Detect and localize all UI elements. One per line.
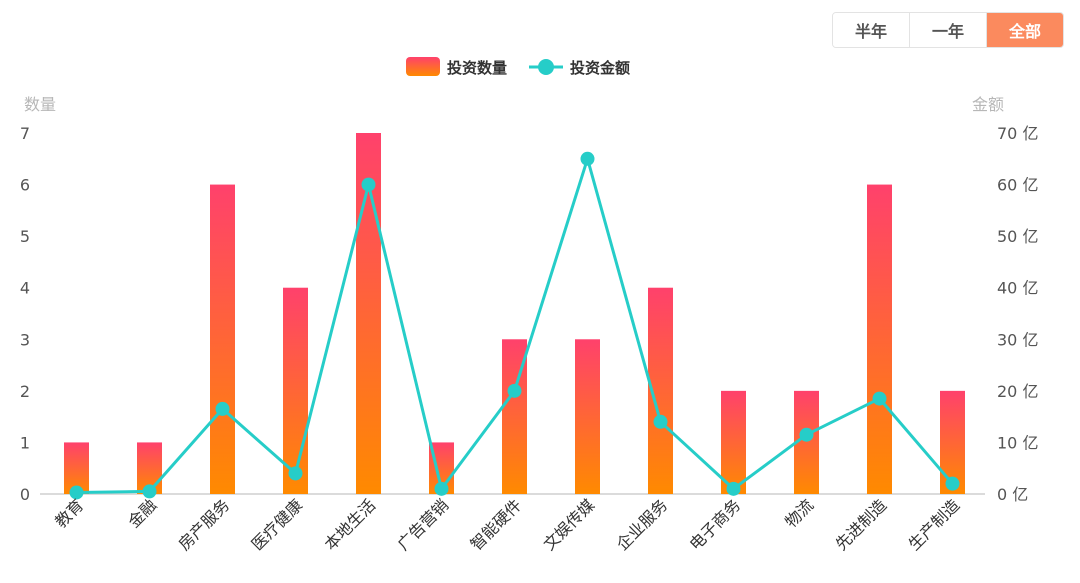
right-tick-label: 40 亿 xyxy=(997,279,1038,298)
half-year-button[interactable]: 半年 xyxy=(833,13,910,47)
left-tick-label: 4 xyxy=(20,279,30,298)
right-tick-label: 60 亿 xyxy=(997,176,1038,195)
category-label: 医疗健康 xyxy=(248,495,307,554)
category-label: 企业服务 xyxy=(613,495,672,554)
legend-line-marker xyxy=(538,59,554,75)
left-tick-label: 3 xyxy=(20,330,30,349)
category-label: 房产服务 xyxy=(175,495,234,554)
line-point xyxy=(726,481,741,496)
bar-series xyxy=(64,133,965,495)
left-tick-label: 2 xyxy=(20,382,30,401)
right-tick-label: 20 亿 xyxy=(997,382,1038,401)
time-range-switch[interactable]: 半年 一年 全部 xyxy=(832,12,1064,48)
right-tick-label: 50 亿 xyxy=(997,227,1038,246)
category-label: 本地生活 xyxy=(321,495,380,554)
category-labels: 教育 金融 房产服务 医疗健康 本地生活 广告营销 智能硬件 文娱传媒 企业服务 电子商务 物流 先进… xyxy=(51,495,963,554)
right-axis-ticks: 0 亿 10 亿 20 亿 30 亿 40 亿 50 亿 60 亿 70 亿 xyxy=(997,124,1038,504)
line-point xyxy=(69,485,84,500)
category-label: 先进制造 xyxy=(832,495,891,554)
right-tick-label: 0 亿 xyxy=(997,485,1028,504)
right-tick-label: 10 亿 xyxy=(997,433,1038,452)
bar xyxy=(283,287,308,494)
left-axis-title: 数量 xyxy=(24,95,56,114)
right-tick-label: 70 亿 xyxy=(997,124,1038,143)
all-button[interactable]: 全部 xyxy=(987,13,1063,47)
line-point xyxy=(288,466,303,481)
line-point xyxy=(361,177,376,192)
category-label: 广告营销 xyxy=(394,495,453,554)
left-tick-label: 1 xyxy=(20,433,30,452)
bar xyxy=(867,184,892,495)
chart-legend[interactable]: 投资数量 投资金额 xyxy=(406,57,630,77)
line-point xyxy=(434,481,449,496)
category-label: 生产制造 xyxy=(905,495,964,554)
line-point xyxy=(215,401,230,416)
left-tick-label: 7 xyxy=(20,124,30,143)
left-tick-label: 6 xyxy=(20,176,30,195)
bar xyxy=(64,442,89,494)
line-point xyxy=(872,391,887,406)
line-point xyxy=(580,151,595,166)
right-tick-label: 30 亿 xyxy=(997,330,1038,349)
line-point xyxy=(142,484,157,499)
line-series xyxy=(69,151,960,500)
bar xyxy=(721,390,746,494)
category-label: 文娱传媒 xyxy=(540,495,599,554)
bar xyxy=(575,339,600,494)
bar xyxy=(210,184,235,495)
legend-line-label: 投资金额 xyxy=(570,59,630,77)
category-label: 电子商务 xyxy=(686,495,745,554)
category-label: 金融 xyxy=(124,495,160,531)
left-axis-ticks: 0 1 2 3 4 5 6 7 xyxy=(20,124,30,504)
legend-item-line[interactable]: 投资金额 xyxy=(529,59,630,77)
category-label: 智能硬件 xyxy=(467,495,526,554)
left-tick-label: 0 xyxy=(20,485,30,504)
legend-bar-label: 投资数量 xyxy=(447,59,507,77)
legend-item-bar[interactable]: 投资数量 xyxy=(406,57,507,77)
bar xyxy=(356,133,381,494)
one-year-button[interactable]: 一年 xyxy=(910,13,987,47)
line-point xyxy=(507,383,522,398)
left-tick-label: 5 xyxy=(20,227,30,246)
right-axis-title: 金额 xyxy=(972,95,1004,114)
category-label: 物流 xyxy=(781,495,817,531)
line-point xyxy=(799,427,814,442)
line-point xyxy=(945,476,960,491)
line-point xyxy=(653,414,668,429)
legend-bar-swatch xyxy=(406,57,440,76)
category-label: 教育 xyxy=(51,495,87,531)
